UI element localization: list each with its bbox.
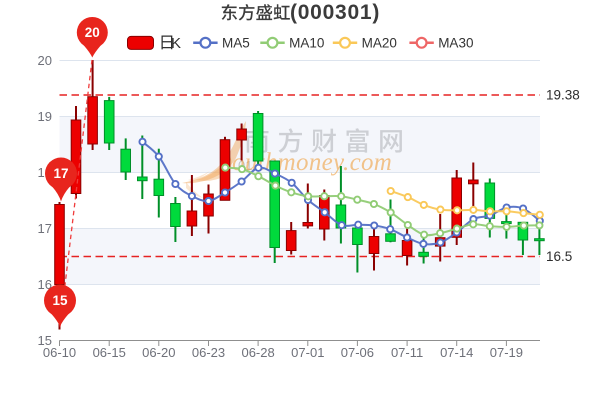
svg-text:15: 15 [38,333,52,348]
svg-text:07-06: 07-06 [341,345,374,360]
svg-text:07-11: 07-11 [391,345,423,360]
svg-text:06-10: 06-10 [43,345,76,360]
svg-text:07-01: 07-01 [291,345,324,360]
svg-text:15: 15 [52,293,68,308]
svg-text:MA5: MA5 [222,36,250,51]
svg-text:MA10: MA10 [289,36,324,51]
svg-text:16: 16 [38,277,52,292]
svg-text:06-20: 06-20 [142,345,175,360]
svg-text:20: 20 [85,25,100,40]
svg-text:20: 20 [38,53,52,68]
svg-text:16.5: 16.5 [546,249,572,264]
svg-text:MA20: MA20 [362,36,397,51]
svg-text:19: 19 [38,109,52,124]
svg-text:07-14: 07-14 [440,345,473,360]
svg-text:07-19: 07-19 [490,345,523,360]
svg-text:(000301): (000301) [290,1,380,24]
svg-text:MA30: MA30 [438,36,473,51]
svg-text:19.38: 19.38 [546,88,580,103]
svg-text:17: 17 [38,221,52,236]
svg-text:06-28: 06-28 [241,345,274,360]
svg-text:K: K [171,35,181,52]
svg-text:06-23: 06-23 [192,345,225,360]
svg-text:06-15: 06-15 [93,345,126,360]
svg-text:17: 17 [53,166,68,181]
